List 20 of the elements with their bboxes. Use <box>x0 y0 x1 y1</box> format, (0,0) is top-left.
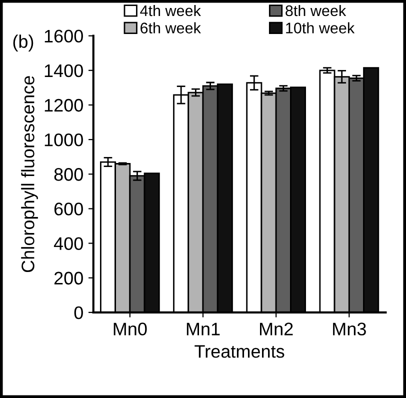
y-tick-label: 600 <box>54 202 83 216</box>
y-tick-label: 1600 <box>44 30 83 43</box>
legend-label: 8th week <box>286 4 346 16</box>
x-tick-label: Mn0 <box>114 322 147 336</box>
y-tick-label: 200 <box>54 272 83 285</box>
legend-label: 4th week <box>140 4 201 16</box>
x-tick-label: Mn2 <box>260 322 293 336</box>
y-tick-label: 800 <box>54 168 83 181</box>
x-tick-label: Mn1 <box>186 322 220 336</box>
text: (b) <box>13 34 34 52</box>
y-tick-label: 1200 <box>44 98 83 112</box>
x-axis-title: Treatments <box>194 345 284 358</box>
y-tick-label: 1400 <box>44 64 83 78</box>
x-tick-label: Mn3 <box>333 322 366 336</box>
legend-label: 10th week <box>286 22 355 34</box>
y-axis-title: Chlorophyll fluorescence <box>21 76 38 272</box>
legend-label: 6th week <box>140 22 201 34</box>
y-tick-label: 1000 <box>44 133 83 146</box>
y-tick-label: 400 <box>54 237 83 250</box>
y-tick-label: 0 <box>74 306 83 320</box>
